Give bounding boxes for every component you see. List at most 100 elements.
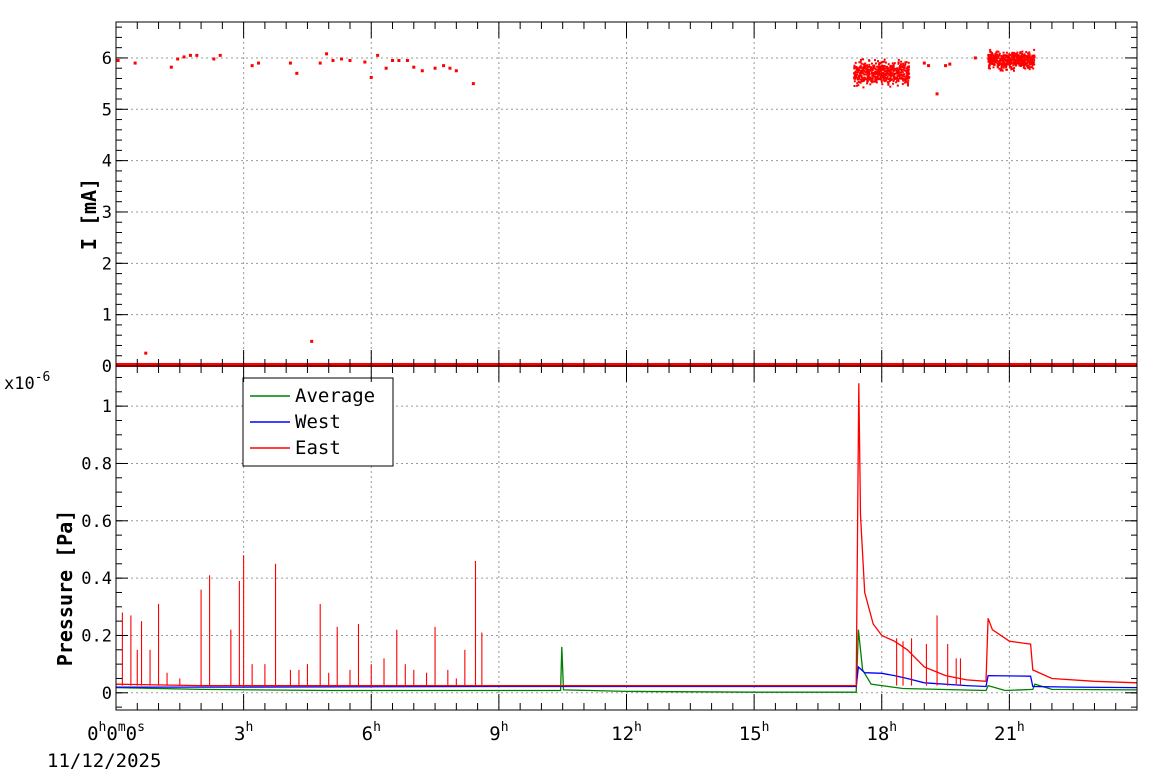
current-point	[1028, 62, 1031, 65]
current-point	[898, 73, 901, 76]
current-point	[907, 65, 910, 68]
current-point	[901, 66, 904, 69]
current-point	[1003, 63, 1006, 66]
current-point	[906, 72, 909, 75]
current-point	[877, 60, 880, 63]
current-point	[1025, 57, 1028, 60]
current-point	[1019, 51, 1022, 54]
current-point	[875, 62, 878, 65]
current-point	[1013, 51, 1016, 54]
current-point	[893, 68, 896, 71]
current-point	[856, 71, 859, 74]
current-point	[871, 74, 874, 77]
current-point	[1013, 60, 1016, 63]
current-point	[883, 79, 886, 82]
current-point	[880, 61, 883, 64]
current-point	[1032, 62, 1035, 65]
current-point	[903, 75, 906, 78]
current-point	[288, 61, 292, 65]
current-point	[866, 82, 869, 85]
current-point	[905, 61, 908, 64]
current-point	[1004, 59, 1007, 62]
current-point	[1032, 60, 1035, 63]
current-point	[877, 63, 880, 66]
current-point	[1012, 61, 1015, 64]
current-point	[865, 67, 868, 70]
current-point	[318, 61, 322, 65]
current-point	[883, 76, 886, 79]
current-point	[859, 58, 862, 61]
current-point	[890, 68, 893, 71]
current-point	[892, 63, 895, 66]
current-point	[853, 74, 856, 77]
current-point	[880, 70, 883, 73]
current-point	[883, 70, 886, 73]
current-point	[900, 60, 903, 63]
current-point	[885, 72, 888, 75]
current-point	[875, 68, 878, 71]
current-point	[887, 82, 890, 85]
current-point	[905, 71, 908, 74]
current-point	[996, 59, 999, 62]
current-point	[891, 74, 894, 77]
current-point	[1026, 52, 1029, 55]
current-point	[310, 339, 314, 343]
current-point	[905, 80, 908, 83]
current-point	[996, 66, 999, 69]
current-point	[898, 66, 901, 69]
current-point	[869, 65, 872, 68]
current-point	[861, 77, 864, 80]
current-point	[935, 92, 939, 96]
current-point	[405, 59, 409, 63]
current-point	[182, 55, 186, 59]
current-point	[973, 56, 977, 60]
current-point	[879, 69, 882, 72]
current-point	[897, 58, 900, 61]
current-point	[897, 69, 900, 72]
current-point	[1032, 67, 1035, 70]
current-point	[898, 71, 901, 74]
current-point	[1025, 55, 1028, 58]
current-point	[325, 52, 329, 56]
current-point	[1027, 66, 1030, 69]
current-point	[871, 68, 874, 71]
current-point	[1029, 56, 1032, 59]
current-point	[878, 62, 881, 65]
current-point	[856, 77, 859, 80]
current-point	[854, 75, 857, 78]
current-point	[348, 59, 352, 63]
current-point	[898, 75, 901, 78]
current-point	[1013, 56, 1016, 59]
current-point	[886, 65, 889, 68]
current-point	[1025, 51, 1028, 54]
current-point	[903, 66, 906, 69]
current-point	[896, 77, 899, 80]
current-point	[1003, 61, 1006, 64]
current-point	[895, 81, 898, 84]
current-point	[895, 70, 898, 73]
current-point	[880, 76, 883, 79]
current-tick-label: 3	[102, 203, 112, 223]
current-point	[904, 77, 907, 80]
current-point	[888, 72, 891, 75]
current-point	[869, 76, 872, 79]
current-point	[998, 61, 1001, 64]
pressure-exponent-label: x10-6	[4, 370, 50, 394]
current-point	[868, 73, 871, 76]
current-point	[1028, 53, 1031, 56]
current-point	[996, 62, 999, 65]
current-point	[988, 65, 991, 68]
current-point	[860, 66, 863, 69]
current-point	[880, 65, 883, 68]
current-point	[900, 71, 903, 74]
current-point	[1000, 58, 1003, 61]
current-point	[990, 54, 993, 57]
current-point	[257, 61, 261, 65]
current-point	[854, 61, 857, 64]
current-point	[862, 86, 865, 89]
current-point	[906, 84, 909, 87]
current-point	[1009, 54, 1012, 57]
current-point	[877, 74, 880, 77]
current-point	[988, 63, 991, 66]
current-point	[1000, 69, 1003, 72]
